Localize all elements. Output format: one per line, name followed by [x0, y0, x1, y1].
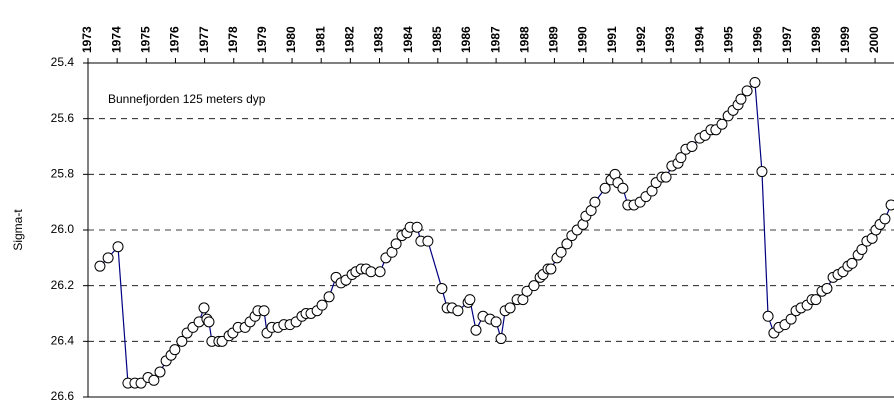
x-tick-label: 1981 — [313, 26, 327, 53]
data-point — [545, 263, 557, 275]
data-point — [323, 291, 335, 303]
data-point — [169, 344, 181, 356]
data-point — [528, 280, 540, 292]
data-point — [686, 141, 698, 152]
y-tick-label: 25.6 — [51, 111, 75, 125]
data-point — [203, 316, 215, 328]
x-tick-label: 1983 — [372, 26, 386, 53]
data-point — [422, 235, 434, 247]
x-tick-label: 2000 — [867, 26, 881, 53]
annotation: Bunnefjorden 125 meters dyp — [108, 92, 266, 106]
data-point — [660, 171, 672, 183]
data-point — [735, 93, 747, 105]
x-tick-label: 1979 — [255, 26, 269, 53]
x-tick-label: 1999 — [838, 26, 852, 53]
x-tick-label: 1996 — [751, 26, 765, 53]
data-point — [436, 282, 448, 294]
x-tick-label: 1992 — [634, 26, 648, 53]
x-tick-label: 1975 — [138, 26, 152, 53]
data-point — [198, 302, 210, 314]
x-tick-label: 1973 — [80, 26, 94, 53]
x-tick-label: 1991 — [605, 26, 619, 53]
x-tick-label: 1993 — [663, 26, 677, 53]
y-axis-label: Sigma-t — [11, 209, 25, 251]
data-point — [390, 238, 402, 250]
data-point — [452, 305, 464, 317]
x-tick-label: 1989 — [547, 26, 561, 53]
x-tick-label: 1974 — [109, 26, 123, 53]
data-point — [885, 199, 894, 211]
x-tick-label: 1994 — [692, 26, 706, 53]
data-point — [756, 166, 768, 178]
data-point — [561, 238, 573, 250]
data-point — [495, 333, 507, 345]
data-point — [148, 374, 160, 386]
data-point — [176, 335, 188, 347]
y-tick-label: 26.2 — [51, 278, 75, 292]
y-tick-label: 25.8 — [51, 167, 75, 181]
x-tick-label: 1976 — [168, 26, 182, 53]
data-point — [490, 316, 502, 328]
data-point — [470, 324, 482, 336]
data-point — [810, 294, 822, 306]
data-point — [617, 182, 629, 194]
data-point — [879, 213, 891, 225]
x-tick-label: 1980 — [284, 26, 298, 53]
data-point — [589, 196, 601, 208]
data-point — [112, 241, 124, 253]
data-point — [741, 85, 753, 97]
data-point — [94, 260, 106, 272]
y-tick-label: 26.4 — [51, 334, 75, 348]
data-point — [154, 366, 166, 378]
data-point — [316, 299, 328, 311]
y-tick-label: 26.0 — [51, 222, 75, 236]
x-tick-label: 1997 — [780, 26, 794, 53]
data-point — [258, 305, 270, 317]
data-point — [846, 257, 858, 269]
data-point — [856, 243, 868, 255]
y-tick-label: 25.4 — [51, 55, 75, 69]
data-point — [599, 182, 611, 194]
y-tick-label: 26.6 — [51, 389, 75, 403]
x-tick-label: 1986 — [459, 26, 473, 53]
x-tick-label: 1977 — [197, 26, 211, 53]
data-point — [821, 282, 833, 294]
x-tick-label: 1984 — [401, 26, 415, 53]
x-tick-label: 1987 — [488, 26, 502, 53]
data-point — [411, 221, 423, 233]
data-point — [716, 118, 728, 130]
x-tick-label: 1990 — [576, 26, 590, 53]
data-point — [374, 266, 386, 278]
data-point — [365, 266, 377, 278]
x-tick-label: 1978 — [226, 26, 240, 53]
data-point — [675, 152, 687, 164]
data-point — [762, 310, 774, 322]
x-tick-label: 1988 — [517, 26, 531, 53]
data-point — [464, 294, 476, 306]
x-tick-label: 1982 — [343, 26, 357, 53]
data-point — [504, 302, 516, 314]
data-point — [785, 313, 797, 325]
data-point — [749, 76, 761, 88]
x-tick-label: 1995 — [721, 26, 735, 53]
data-point — [555, 246, 567, 258]
data-point — [102, 252, 114, 264]
x-tick-label: 1985 — [430, 26, 444, 53]
x-tick-label: 1998 — [809, 26, 823, 53]
